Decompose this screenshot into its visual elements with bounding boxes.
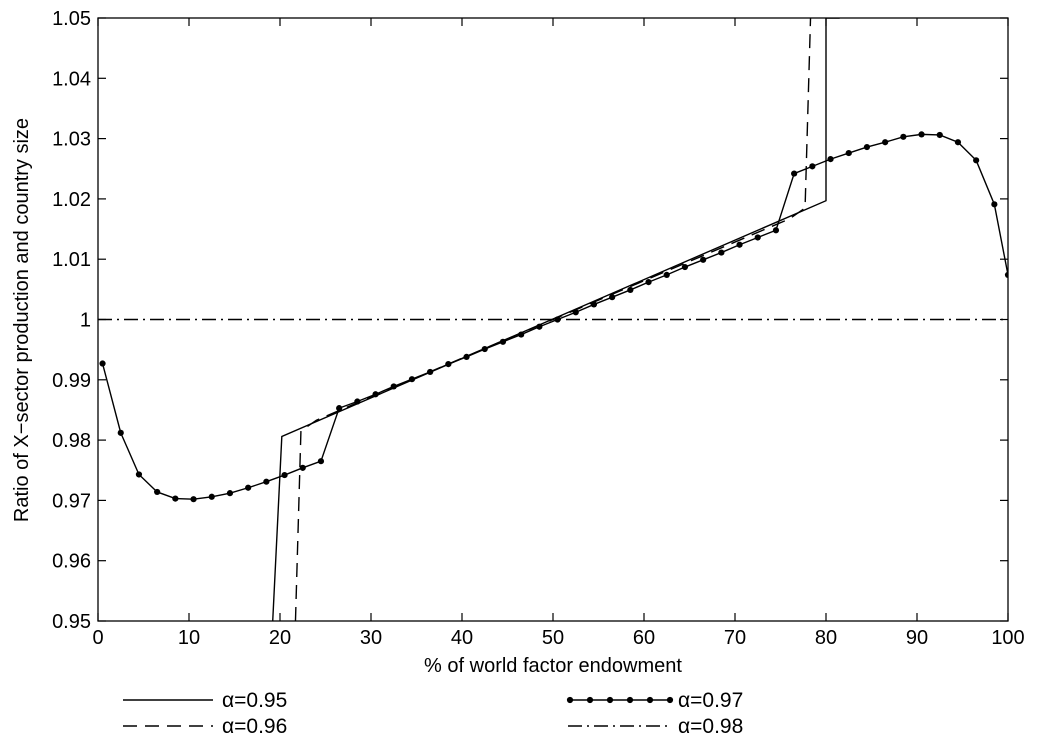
data-point — [918, 131, 925, 138]
data-point — [718, 249, 725, 256]
legend: α=0.95 α=0.96 α=0.97 α=0.98 — [123, 689, 743, 738]
x-tick-label: 60 — [633, 627, 655, 649]
data-point — [991, 201, 998, 208]
data-point — [845, 149, 852, 157]
x-tick-label: 50 — [542, 627, 564, 649]
data-point — [554, 316, 561, 323]
x-tick-label: 0 — [92, 627, 103, 649]
y-tick-label: 1.05 — [52, 8, 91, 30]
data-point — [336, 405, 343, 412]
data-point — [354, 398, 361, 405]
y-tick-label: 0.99 — [52, 370, 91, 392]
data-point — [99, 360, 106, 367]
data-point — [1004, 271, 1008, 278]
data-point — [117, 429, 124, 436]
y-tick-label: 1 — [80, 310, 91, 332]
series-layer — [98, 18, 1008, 621]
data-point — [245, 484, 252, 491]
data-point — [427, 368, 434, 376]
x-tick-label: 70 — [724, 627, 746, 649]
data-point — [190, 496, 197, 503]
data-point — [299, 464, 306, 471]
legend-marker — [666, 696, 674, 704]
data-point — [645, 279, 652, 286]
x-axis-title: % of world factor endowment — [424, 655, 682, 677]
data-point — [809, 163, 816, 170]
data-point — [172, 495, 179, 502]
x-tick-label: 30 — [360, 627, 382, 649]
data-point — [408, 376, 416, 383]
data-point — [463, 353, 470, 360]
data-point — [681, 263, 689, 271]
data-point — [481, 345, 488, 353]
data-point — [627, 286, 634, 294]
data-point — [317, 458, 325, 465]
legend-label-2: α=0.96 — [222, 715, 287, 738]
data-point — [536, 323, 543, 330]
y-tick-label: 1.01 — [52, 249, 91, 271]
series-line-1 — [272, 18, 840, 621]
data-point — [135, 471, 143, 478]
x-tick-label: 10 — [178, 627, 200, 649]
data-point — [700, 256, 707, 263]
legend-marker — [626, 696, 634, 704]
data-point — [445, 361, 452, 368]
y-tick-label: 1.04 — [52, 68, 91, 90]
data-point — [973, 157, 980, 164]
legend-marker — [606, 696, 614, 704]
y-tick-label: 0.95 — [52, 611, 91, 633]
x-tick-label: 20 — [269, 627, 291, 649]
data-point — [590, 301, 598, 308]
data-point — [372, 391, 379, 398]
legend-label-3: α=0.97 — [678, 689, 743, 712]
data-point — [882, 139, 889, 146]
data-point — [791, 170, 798, 177]
data-point — [281, 471, 288, 479]
data-point — [154, 488, 161, 496]
data-point — [390, 383, 397, 390]
x-tick-label: 90 — [906, 627, 928, 649]
data-point — [936, 131, 943, 139]
legend-marker — [566, 696, 574, 704]
tick-layer: 0 10 20 30 40 50 60 70 80 90 100 0.95 0.96 0.97 0.98 0.… — [52, 8, 1025, 649]
data-point — [663, 271, 670, 278]
data-point — [499, 338, 507, 345]
legend-marker — [586, 696, 594, 704]
data-point — [754, 234, 761, 241]
y-tick-label: 1.03 — [52, 129, 91, 151]
y-tick-label: 0.96 — [52, 551, 91, 573]
data-point — [736, 241, 743, 248]
data-point — [827, 156, 834, 163]
data-point — [900, 133, 907, 140]
data-point — [772, 227, 780, 234]
legend-marker — [646, 696, 654, 704]
legend-label-1: α=0.95 — [222, 689, 287, 712]
y-tick-label: 0.97 — [52, 490, 91, 512]
data-point — [208, 493, 215, 500]
data-point — [226, 490, 234, 497]
legend-label-4: α=0.98 — [678, 715, 743, 738]
data-point — [609, 294, 616, 301]
x-tick-label: 40 — [451, 627, 473, 649]
x-tick-label: 80 — [815, 627, 837, 649]
data-point — [518, 331, 525, 338]
x-tick-label: 100 — [991, 627, 1024, 649]
data-point — [954, 139, 962, 146]
y-tick-label: 1.02 — [52, 189, 91, 211]
data-point — [572, 309, 579, 316]
data-point — [263, 478, 270, 485]
data-point — [863, 143, 871, 151]
y-tick-label: 0.98 — [52, 430, 91, 452]
y-axis-title: Ratio of X−sector production and country… — [11, 118, 33, 522]
